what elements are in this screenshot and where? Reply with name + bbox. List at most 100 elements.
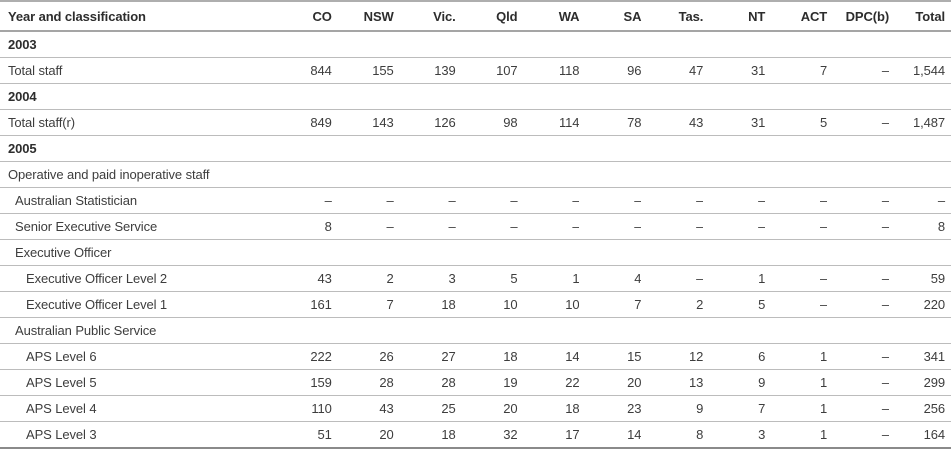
value-cell <box>827 135 890 162</box>
value-cell: 17 <box>565 427 580 442</box>
value-cell <box>889 31 951 58</box>
value-cell: 18 <box>393 291 456 318</box>
value-cell: – <box>641 213 704 240</box>
value-cell: 155 <box>331 57 394 84</box>
value-cell <box>765 161 828 188</box>
value-cell: 143 <box>331 109 394 136</box>
value-cell <box>827 239 890 266</box>
column-header: ACT <box>765 1 827 32</box>
value-cell <box>517 239 580 266</box>
value-cell <box>331 135 394 162</box>
value-cell <box>827 83 890 110</box>
table-row: 2003 <box>0 31 951 58</box>
value-cell: 5 <box>765 109 828 136</box>
value-cell: 13 <box>641 369 704 396</box>
value-cell <box>269 317 332 344</box>
row-label: APS Level 5 <box>0 369 270 396</box>
value-cell <box>641 135 704 162</box>
value-cell <box>393 135 456 162</box>
value-cell: 9 <box>641 395 704 422</box>
value-cell <box>269 31 332 58</box>
table-row: Executive Officer <box>0 239 951 266</box>
row-label: 2005 <box>0 135 270 162</box>
value-cell: 12 <box>641 343 704 370</box>
value-cell: 28 <box>331 369 394 396</box>
value-cell: 51 <box>317 427 332 442</box>
value-cell: 14 <box>627 427 642 442</box>
value-cell <box>455 31 518 58</box>
value-cell: 114 <box>517 109 580 136</box>
value-cell <box>579 239 642 266</box>
value-cell: – <box>393 187 456 214</box>
table-row: APS Level 4 110 43 25 20 18 23 9 7 1–256 <box>0 395 951 422</box>
value-cell <box>703 31 766 58</box>
value-cell <box>269 83 332 110</box>
value-cell: 18 <box>455 343 518 370</box>
value-cell: 10 <box>517 291 580 318</box>
row-label: Total staff <box>0 57 270 84</box>
value-cell: 126 <box>393 109 456 136</box>
table-row: APS Level 3 51 20 18 32 17 14 8 3 1 – 164 <box>0 422 951 449</box>
value-cell: 4 <box>579 265 642 292</box>
value-cell: 1 <box>765 369 828 396</box>
value-cell <box>765 135 828 162</box>
value-cell: 20 <box>579 369 642 396</box>
value-cell: 1,487 <box>889 109 951 136</box>
value-cell: 59 <box>889 265 951 292</box>
row-label: APS Level 6 <box>0 343 270 370</box>
value-cell <box>641 83 704 110</box>
value-cell <box>703 83 766 110</box>
value-cell <box>517 83 580 110</box>
value-cell: 139 <box>393 57 456 84</box>
value-cell: 19 <box>455 369 518 396</box>
value-cell <box>889 239 951 266</box>
value-cell <box>889 161 951 188</box>
table-header: Year and classification CO NSW Vic. Qld WA SA T… <box>0 1 951 32</box>
value-cell: – <box>579 187 642 214</box>
value-cell: – <box>765 187 828 214</box>
value-cell: – <box>827 369 890 396</box>
value-cell <box>703 135 766 162</box>
value-cell: 25 <box>393 395 456 422</box>
row-label: APS Level 3 <box>26 427 97 442</box>
value-cell: 5 <box>703 291 766 318</box>
value-cell: 15 <box>579 343 642 370</box>
value-cell: – <box>517 213 580 240</box>
column-header: NT <box>703 1 765 32</box>
row-label: APS Level 4 <box>0 395 270 422</box>
table-row: Executive Officer Level 1 161 7 18 10 10 7 2 5– –… <box>0 291 951 318</box>
value-cell: 28 <box>393 369 456 396</box>
row-label: Executive Officer <box>0 239 270 266</box>
column-header: Vic. <box>393 1 456 32</box>
value-cell <box>889 83 951 110</box>
value-cell <box>579 161 642 188</box>
value-cell: – <box>641 187 704 214</box>
value-cell: 32 <box>503 427 518 442</box>
value-cell: 78 <box>579 109 642 136</box>
value-cell <box>269 135 332 162</box>
value-cell <box>455 83 518 110</box>
value-cell: 8 <box>889 213 951 240</box>
value-cell: 3 <box>393 265 456 292</box>
value-cell <box>269 161 332 188</box>
value-cell: – <box>827 57 890 84</box>
value-cell <box>641 161 704 188</box>
value-cell: 8 <box>696 427 704 442</box>
value-cell: 5 <box>455 265 518 292</box>
row-label: Australian Public Service <box>0 317 270 344</box>
value-cell <box>331 161 394 188</box>
value-cell: 10 <box>455 291 518 318</box>
value-cell: 1,544 <box>889 57 951 84</box>
value-cell: 2 <box>331 265 394 292</box>
value-cell: – <box>827 395 890 422</box>
row-label: Total staff(r) <box>0 109 270 136</box>
value-cell <box>889 317 951 344</box>
value-cell: – <box>765 213 828 240</box>
value-cell: 849 <box>269 109 332 136</box>
column-header: Year and classification <box>0 1 270 32</box>
value-cell: 26 <box>331 343 394 370</box>
table-row: Total staff 844 155 139 107 118 96 47 31 7–1,544 <box>0 57 951 84</box>
column-header: Tas. <box>641 1 703 32</box>
row-label: Senior Executive Service <box>0 213 270 240</box>
value-cell <box>641 31 704 58</box>
